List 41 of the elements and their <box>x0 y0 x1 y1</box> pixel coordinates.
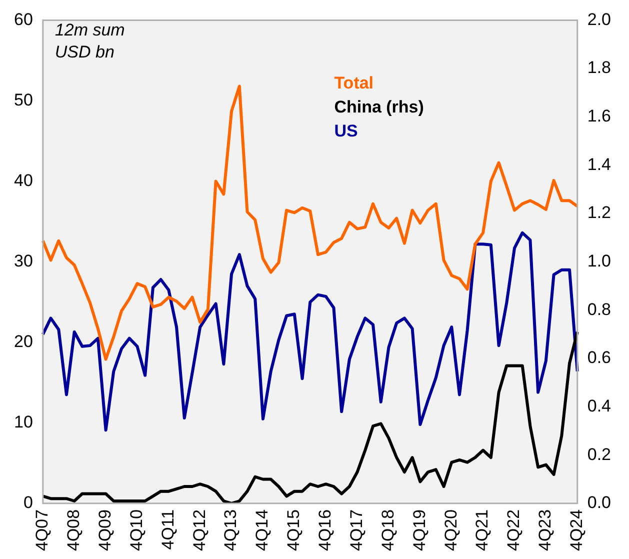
x-tick-label: 4Q19 <box>410 509 429 552</box>
y-tick-label: 40 <box>14 170 33 190</box>
y2-tick-label: 1.2 <box>587 203 612 222</box>
x-tick-label: 4Q24 <box>567 509 586 552</box>
y-tick-label: 30 <box>14 251 33 270</box>
annotation: 12m sum <box>54 20 125 40</box>
text: US <box>334 121 358 140</box>
x-tick-label: 4Q12 <box>190 509 209 552</box>
y-tick-label: 20 <box>14 332 33 352</box>
y-tick-label: 10 <box>14 412 33 432</box>
y2-tick-label: 0.0 <box>587 493 612 512</box>
x-tick-label: 4Q14 <box>252 509 272 552</box>
x-tick-label: 4Q21 <box>472 509 492 552</box>
x-tick-label: 4Q23 <box>536 509 555 552</box>
x-tick-label: 4Q13 <box>221 509 240 552</box>
y-tick-label: 0 <box>23 493 33 512</box>
y-tick-label: 60 <box>14 10 33 29</box>
y2-tick-label: 1.6 <box>587 106 612 126</box>
y2-tick-label: 0.2 <box>587 444 612 464</box>
text: Total <box>334 73 374 92</box>
text: China (rhs) <box>334 97 424 116</box>
x-tick-label: 4Q15 <box>284 509 304 552</box>
x-tick-label: 4Q11 <box>158 509 178 550</box>
y-tick-label: 50 <box>14 90 33 110</box>
y2-tick-label: 1.8 <box>587 58 612 78</box>
x-tick-label: 4Q18 <box>378 509 398 552</box>
y2-tick-label: 0.6 <box>587 348 612 368</box>
annotation: USD bn <box>54 42 114 62</box>
y2-tick-label: 2.0 <box>587 10 612 29</box>
x-tick-label: 4Q16 <box>316 509 335 552</box>
y2-tick-label: 1.0 <box>587 251 612 270</box>
x-tick-label: 4Q20 <box>441 509 460 552</box>
y2-tick-label: 0.8 <box>587 300 612 319</box>
x-tick-label: 4Q10 <box>126 509 146 552</box>
x-tick-label: 4Q08 <box>64 509 84 552</box>
x-tick-label: 4Q09 <box>95 509 114 552</box>
y2-tick-label: 1.4 <box>587 154 612 174</box>
y2-tick-label: 0.4 <box>587 396 612 416</box>
x-tick-label: 4Q17 <box>346 509 366 552</box>
x-tick-label: 4Q07 <box>32 509 52 552</box>
x-tick-label: 4Q22 <box>504 509 524 552</box>
